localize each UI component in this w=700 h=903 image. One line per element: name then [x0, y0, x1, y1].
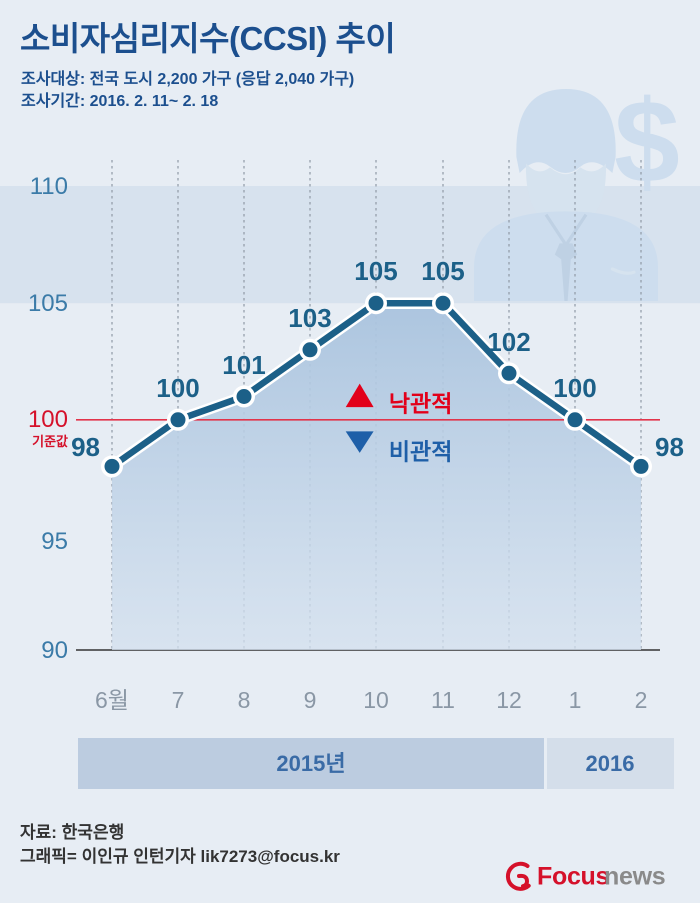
svg-text:110: 110: [30, 173, 68, 200]
svg-text:105: 105: [28, 290, 68, 317]
svg-text:2016: 2016: [586, 751, 635, 776]
svg-text:102: 102: [487, 327, 530, 357]
svg-text:95: 95: [41, 528, 68, 555]
svg-text:12: 12: [496, 687, 522, 713]
svg-text:10: 10: [363, 687, 389, 713]
svg-text:낙관적: 낙관적: [389, 391, 452, 417]
svg-text:7: 7: [172, 687, 185, 713]
svg-text:100: 100: [28, 406, 68, 433]
svg-text:98: 98: [71, 432, 100, 462]
svg-text:9: 9: [304, 687, 317, 713]
svg-text:98: 98: [655, 432, 684, 462]
svg-text:비관적: 비관적: [389, 438, 452, 464]
svg-text:2: 2: [635, 687, 648, 713]
svg-text:기준값: 기준값: [32, 434, 68, 449]
svg-text:105: 105: [354, 256, 397, 286]
svg-text:90: 90: [41, 637, 68, 664]
svg-text:100: 100: [553, 373, 596, 403]
svg-text:news: news: [604, 863, 665, 891]
svg-text:$: $: [614, 76, 680, 208]
svg-text:11: 11: [431, 687, 455, 713]
svg-text:105: 105: [421, 256, 464, 286]
svg-text:6월: 6월: [95, 687, 129, 713]
svg-text:103: 103: [288, 303, 331, 333]
svg-text:1: 1: [569, 687, 582, 713]
svg-text:Focus: Focus: [537, 863, 609, 891]
svg-text:101: 101: [222, 350, 265, 380]
svg-text:8: 8: [238, 687, 251, 713]
svg-text:100: 100: [156, 373, 199, 403]
svg-text:2015년: 2015년: [276, 751, 345, 776]
